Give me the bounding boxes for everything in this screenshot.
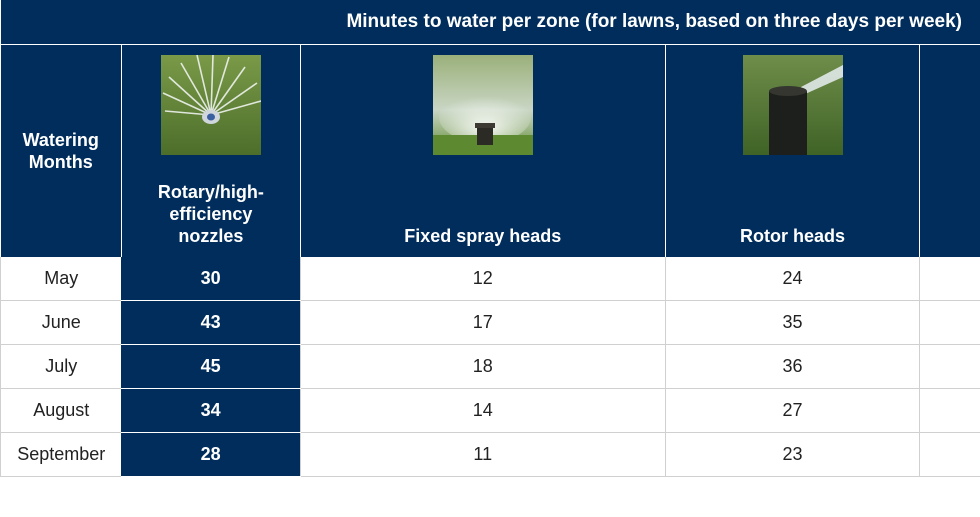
month-cell: September — [0, 432, 122, 477]
fixed-value: 18 — [299, 344, 666, 389]
extra-cell — [919, 300, 980, 345]
rotor-head-photo — [742, 55, 843, 155]
header-extra-column — [919, 44, 980, 257]
rotary-label-line2: efficiency — [169, 204, 253, 224]
month-cell: July — [0, 344, 122, 389]
rotary-value: 43 — [121, 300, 301, 345]
rotary-value: 45 — [121, 344, 301, 389]
header-rotor-column: Rotor heads — [664, 44, 920, 257]
month-cell: May — [0, 257, 122, 301]
table-row: July 45 18 36 — [0, 344, 980, 389]
extra-cell — [919, 432, 980, 477]
rotary-label-line1: Rotary/high- — [157, 182, 264, 202]
extra-cell — [919, 257, 980, 301]
rotor-value: 35 — [664, 300, 920, 345]
fixed-spray-head-photo — [432, 55, 533, 155]
table-row: September 28 11 23 — [0, 432, 980, 477]
fixed-value: 11 — [299, 432, 666, 477]
table-row: August 34 14 27 — [0, 388, 980, 433]
rotor-value: 27 — [664, 388, 920, 433]
rotor-label: Rotor heads — [740, 226, 846, 246]
rotary-value: 30 — [121, 257, 301, 301]
table-row: May 30 12 24 — [0, 257, 980, 301]
months-label-line2: Months — [28, 152, 93, 172]
fixed-value: 12 — [299, 257, 666, 301]
extra-cell — [919, 388, 980, 433]
header-watering-months: Watering Months — [0, 44, 122, 257]
month-cell: August — [0, 388, 122, 433]
header-rotary-column: Rotary/high- efficiency nozzles — [120, 44, 301, 257]
table-row: June 43 17 35 — [0, 300, 980, 345]
fixed-value: 17 — [299, 300, 666, 345]
month-cell: June — [0, 300, 122, 345]
extra-cell — [919, 344, 980, 389]
rotary-label-line3: nozzles — [178, 226, 244, 246]
header-fixed-spray-column: Fixed spray heads — [299, 44, 666, 257]
rotary-value: 28 — [121, 432, 301, 477]
watering-table: Minutes to water per zone (for lawns, ba… — [0, 0, 980, 477]
rotary-value: 34 — [121, 388, 301, 433]
fixed-spray-label: Fixed spray heads — [404, 226, 562, 246]
fixed-value: 14 — [299, 388, 666, 433]
months-label-line1: Watering — [22, 130, 99, 150]
rotor-value: 24 — [664, 257, 920, 301]
rotary-nozzle-photo — [160, 55, 261, 155]
rotor-value: 23 — [664, 432, 920, 477]
rotor-value: 36 — [664, 344, 920, 389]
table-title: Minutes to water per zone (for lawns, ba… — [0, 0, 980, 45]
